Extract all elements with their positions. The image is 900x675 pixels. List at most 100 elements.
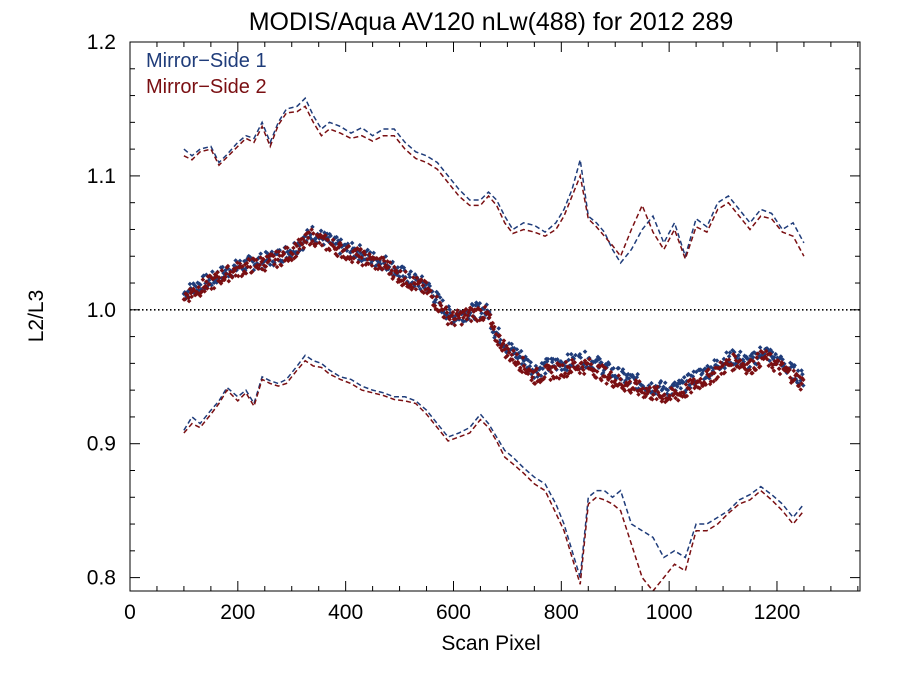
data-point	[675, 384, 680, 389]
data-point	[377, 256, 383, 262]
data-point	[722, 370, 728, 375]
data-point	[354, 252, 359, 257]
data-point	[443, 316, 449, 321]
data-point	[780, 361, 785, 366]
data-point	[380, 267, 385, 272]
data-point	[732, 361, 738, 367]
data-point	[387, 260, 393, 265]
legend-item-mirror-side-1: Mirror−Side 1	[146, 50, 267, 72]
data-point	[260, 266, 265, 272]
data-point	[505, 353, 510, 359]
data-point	[212, 272, 218, 277]
data-point	[495, 342, 501, 348]
data-point	[265, 260, 270, 265]
data-point	[261, 263, 267, 268]
data-point	[601, 367, 607, 373]
data-point	[604, 381, 609, 386]
data-point	[753, 367, 759, 373]
data-point	[672, 380, 678, 385]
data-point	[675, 398, 681, 403]
data-point	[634, 381, 640, 386]
data-point	[227, 271, 232, 277]
data-point	[776, 366, 782, 372]
data-point	[754, 355, 760, 360]
data-point	[775, 358, 781, 364]
data-point	[408, 282, 414, 288]
data-point	[349, 259, 355, 265]
data-point	[258, 255, 263, 260]
data-point	[603, 365, 609, 371]
data-point	[650, 392, 656, 397]
data-point	[792, 363, 797, 368]
data-point	[744, 354, 749, 360]
data-point	[210, 276, 216, 282]
data-point	[209, 286, 214, 292]
data-point	[454, 311, 459, 317]
series-1-lower-dashed-line	[183, 354, 805, 578]
data-point	[755, 351, 760, 357]
data-point	[647, 385, 653, 390]
data-point	[691, 376, 697, 382]
data-point	[471, 309, 477, 314]
data-point	[392, 264, 397, 270]
data-point	[707, 381, 713, 387]
data-point	[291, 245, 296, 251]
data-point	[556, 376, 562, 381]
data-point	[504, 350, 509, 355]
data-point	[555, 357, 560, 362]
data-point	[355, 245, 360, 251]
data-point	[557, 362, 563, 368]
data-point	[712, 370, 717, 376]
data-point	[747, 367, 753, 373]
data-point	[376, 260, 382, 265]
data-point	[338, 237, 344, 242]
data-point	[297, 246, 302, 252]
data-point	[380, 255, 386, 261]
series-2-lower-dashed-line	[183, 359, 805, 591]
data-point	[639, 389, 645, 395]
data-point	[433, 306, 439, 312]
data-point	[343, 257, 349, 262]
data-point	[373, 263, 379, 268]
data-point	[678, 386, 684, 391]
data-point	[661, 384, 666, 390]
data-point	[428, 288, 433, 294]
data-point	[455, 308, 460, 313]
data-point	[440, 307, 446, 313]
data-point	[530, 374, 535, 380]
data-point	[518, 348, 524, 354]
data-point	[644, 391, 650, 397]
data-point	[308, 241, 314, 247]
data-point	[771, 368, 777, 374]
data-point	[783, 365, 789, 370]
data-point	[396, 269, 402, 275]
data-point	[545, 356, 551, 362]
data-point	[193, 292, 199, 297]
data-point	[223, 267, 228, 273]
data-point	[330, 237, 336, 243]
data-point	[202, 289, 207, 294]
data-point	[274, 251, 280, 257]
data-point	[269, 249, 275, 255]
data-point	[344, 245, 350, 250]
data-point	[199, 288, 205, 294]
data-point	[566, 371, 571, 376]
data-point	[191, 282, 197, 288]
data-point	[682, 394, 688, 400]
data-point	[196, 288, 201, 294]
data-point	[798, 387, 803, 392]
data-point	[659, 399, 665, 404]
data-point	[714, 358, 720, 363]
data-point	[249, 269, 255, 275]
data-point	[461, 308, 467, 314]
data-point	[461, 319, 466, 324]
data-point	[651, 384, 657, 390]
data-point	[626, 376, 632, 381]
data-point	[336, 238, 341, 243]
data-point	[690, 374, 696, 379]
data-point	[243, 271, 249, 276]
data-point	[665, 387, 671, 393]
data-point	[432, 303, 438, 308]
data-point	[515, 356, 521, 361]
data-point	[566, 357, 571, 363]
